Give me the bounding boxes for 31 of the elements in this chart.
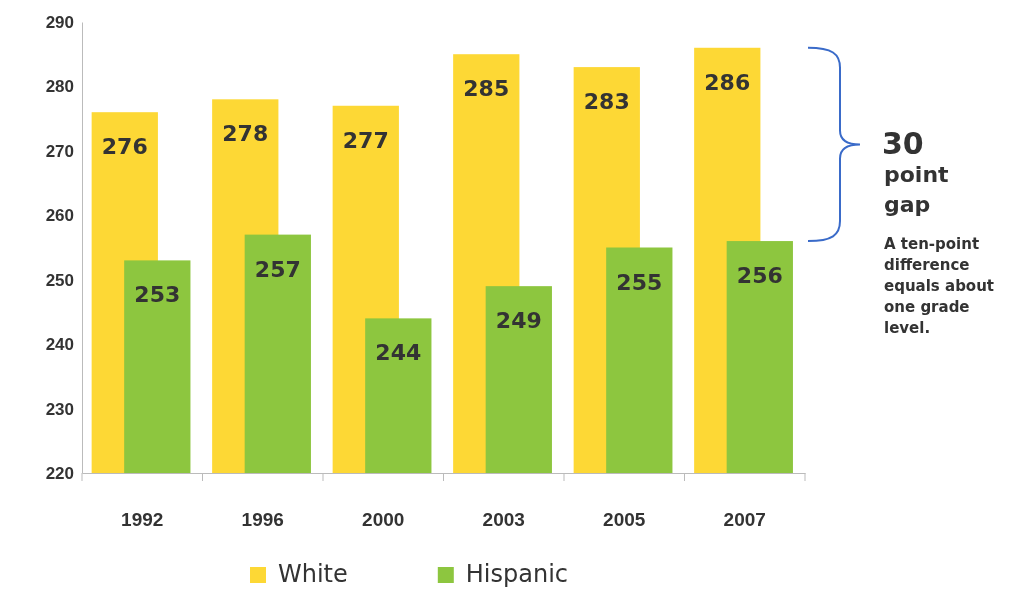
data-label: 256 [736,263,783,289]
y-tick-label: 270 [45,141,74,161]
text: 30 [882,126,924,162]
x-tick-label: 2005 [603,509,646,531]
data-label: 285 [463,76,510,102]
data-label: 278 [222,121,269,147]
x-tick-label: 1992 [121,509,164,531]
data-label: 286 [704,69,751,95]
data-label: 253 [134,282,181,308]
y-tick-label: 260 [45,206,74,226]
y-tick-label: 230 [45,399,74,419]
y-tick-label: 290 [45,12,74,32]
data-label: 257 [254,256,301,282]
x-tick-label: 2003 [482,509,525,531]
data-label: 283 [583,89,630,115]
data-label: 276 [101,134,148,160]
y-tick-label: 250 [45,270,74,290]
legend-label: Hispanic [465,560,569,588]
y-tick-label: 220 [45,463,74,483]
text: point gap [884,162,950,218]
data-label: 244 [375,340,422,366]
data-label: 255 [616,269,663,295]
legend-label: White [278,560,348,588]
x-tick-label: 2000 [362,509,405,531]
x-tick-label: 2007 [723,509,766,531]
y-tick-label: 240 [45,335,74,355]
data-label: 277 [342,127,389,153]
data-label: 249 [495,308,542,334]
text: A ten-point difference equals about one grade level. [884,235,995,338]
y-tick-label: 280 [45,77,74,97]
x-tick-label: 1996 [241,509,284,531]
